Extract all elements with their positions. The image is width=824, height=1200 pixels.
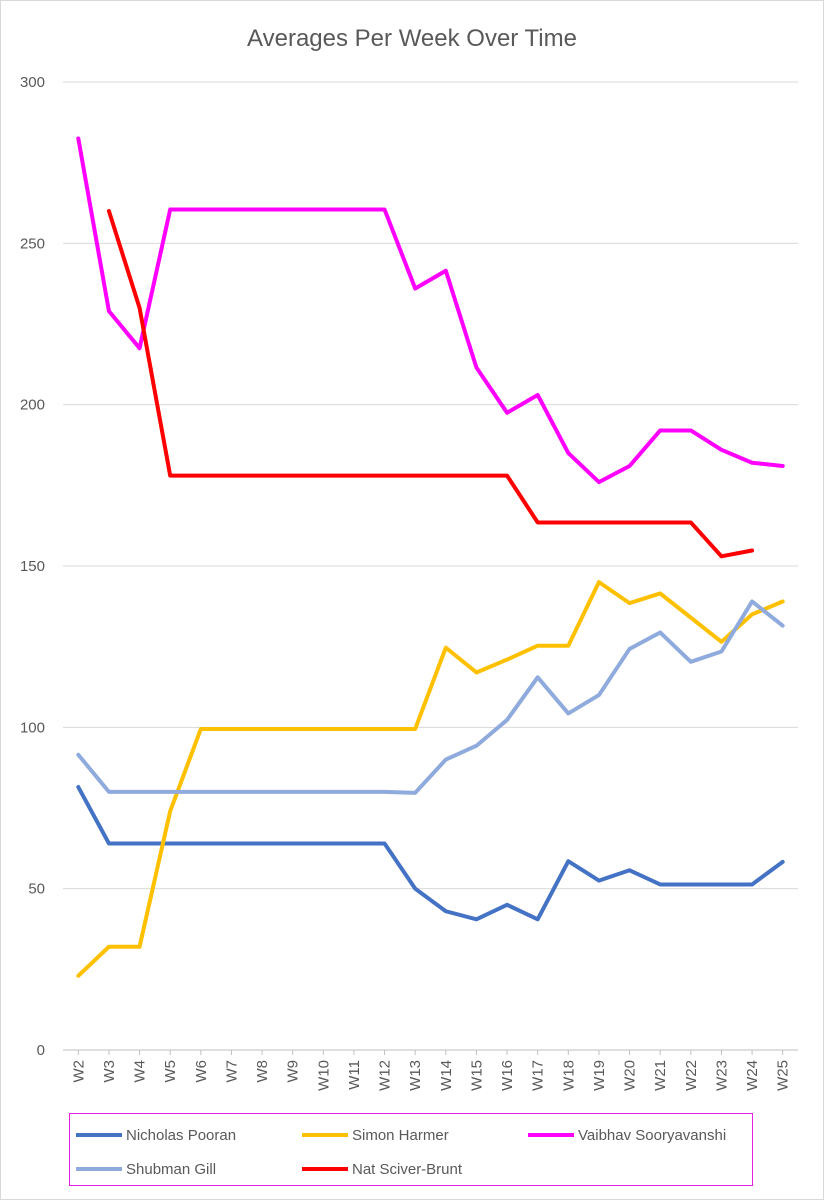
legend: Nicholas Pooran Simon Harmer Vaibhav Soo… xyxy=(69,1113,753,1186)
legend-swatch xyxy=(302,1133,348,1137)
x-tick-label: W24 xyxy=(744,1060,761,1091)
x-tick-label: W15 xyxy=(468,1060,485,1091)
x-tick-label: W25 xyxy=(775,1060,792,1091)
legend-label: Nat Sciver-Brunt xyxy=(352,1160,463,1178)
y-axis-labels: 0 50 100 150 200 250 300 xyxy=(20,74,45,1059)
x-tick-label: W7 xyxy=(223,1060,240,1083)
series-line-vaibhav-sooryavanshi xyxy=(76,136,785,485)
legend-swatch xyxy=(76,1133,122,1137)
legend-swatch xyxy=(528,1133,574,1137)
legend-swatch xyxy=(302,1167,348,1171)
y-tick-label: 150 xyxy=(20,558,45,575)
y-tick-label: 300 xyxy=(20,74,45,91)
x-tick-label: W22 xyxy=(683,1060,700,1091)
x-tick-label: W2 xyxy=(70,1060,87,1083)
series-line-nicholas-pooran xyxy=(76,785,785,922)
series-line-simon-harmer xyxy=(76,580,785,978)
x-tick-label: W11 xyxy=(346,1060,363,1090)
series-lines xyxy=(76,136,785,978)
legend-item-simon-harmer: Simon Harmer xyxy=(302,1125,449,1145)
x-tick-label: W9 xyxy=(285,1060,302,1083)
y-tick-label: 100 xyxy=(20,719,45,736)
series-line-shubman-gill xyxy=(76,599,785,795)
x-tick-label: W23 xyxy=(713,1060,730,1091)
y-tick-label: 200 xyxy=(20,397,45,414)
x-axis-labels: W2 W3 W4 W5 W6 W7 W8 W9 W10 W11 W12 W13 W14 W15 W16 W17… xyxy=(70,1050,792,1091)
x-tick-label: W18 xyxy=(560,1060,577,1091)
series-line-nat-sciver-brunt xyxy=(106,209,755,559)
x-tick-label: W13 xyxy=(407,1060,424,1091)
x-tick-label: W16 xyxy=(499,1060,516,1091)
x-tick-label: W3 xyxy=(101,1060,118,1083)
y-tick-label: 50 xyxy=(28,881,45,898)
y-tick-label: 250 xyxy=(20,235,45,252)
x-tick-label: W10 xyxy=(315,1060,332,1091)
x-tick-label: W19 xyxy=(591,1060,608,1091)
legend-swatch xyxy=(76,1167,122,1171)
x-tick-label: W4 xyxy=(132,1060,149,1083)
legend-label: Vaibhav Sooryavanshi xyxy=(578,1126,727,1144)
x-tick-label: W6 xyxy=(193,1060,210,1083)
legend-item-shubman-gill: Shubman Gill xyxy=(76,1159,216,1179)
legend-label: Shubman Gill xyxy=(126,1160,217,1178)
x-tick-label: W20 xyxy=(622,1060,639,1091)
x-tick-label: W14 xyxy=(438,1060,455,1091)
x-tick-label: W5 xyxy=(162,1060,179,1083)
legend-item-nat-sciver-brunt: Nat Sciver-Brunt xyxy=(302,1159,462,1179)
x-tick-label: W21 xyxy=(652,1060,669,1091)
legend-item-nicholas-pooran: Nicholas Pooran xyxy=(76,1125,236,1145)
legend-label: Simon Harmer xyxy=(352,1126,449,1144)
y-tick-label: 0 xyxy=(37,1042,45,1059)
chart-title: Averages Per Week Over Time xyxy=(247,25,577,52)
x-tick-label: W17 xyxy=(530,1060,547,1091)
gridlines xyxy=(63,81,798,1051)
x-tick-label: W12 xyxy=(377,1060,394,1091)
legend-item-vaibhav-sooryavanshi: Vaibhav Sooryavanshi xyxy=(528,1125,726,1145)
legend-label: Nicholas Pooran xyxy=(126,1126,237,1144)
x-tick-label: W8 xyxy=(254,1060,271,1083)
